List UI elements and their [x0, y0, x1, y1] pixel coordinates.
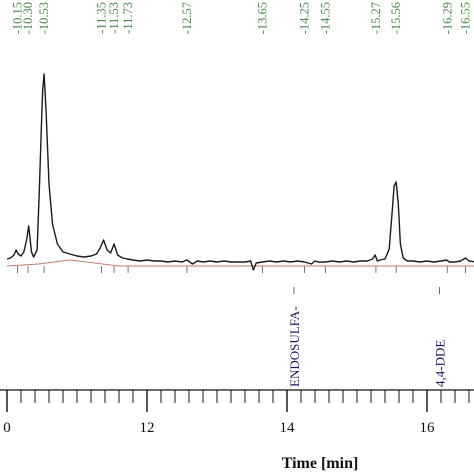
x-axis-tick-label: 12 — [140, 420, 155, 436]
retention-time-label: -11.53 — [107, 2, 121, 34]
retention-time-label: -10.30 — [21, 2, 35, 34]
compound-labels: ENDOSULFA- 4,4-DDE — [287, 287, 448, 387]
compound-label: 4,4-DDE — [433, 340, 448, 387]
x-axis-tick-label: 14 — [280, 420, 296, 436]
baseline-segment — [6, 263, 39, 267]
chromatogram-trace — [6, 73, 474, 271]
retention-time-label: -16.29 — [440, 2, 454, 34]
retention-time-label: -12.57 — [180, 2, 194, 34]
retention-time-label: -15.27 — [369, 2, 383, 34]
retention-time-label: -11.73 — [121, 2, 135, 34]
retention-time-label: -11.35 — [95, 2, 109, 34]
retention-time-label: -10.53 — [37, 2, 51, 34]
compound-label: ENDOSULFA- — [287, 306, 302, 387]
x-axis-tick-label: 16 — [420, 420, 436, 436]
baseline-segments — [6, 259, 474, 267]
x-axis-title: Time [min] — [282, 455, 359, 472]
baseline-segment — [69, 259, 120, 267]
retention-time-label: -13.65 — [256, 2, 270, 34]
retention-time-label: -10.15 — [11, 2, 25, 34]
retention-time-labels: -10.15-10.30 -10.53 -11.35-11.53 -11.73 -12.… — [11, 2, 473, 34]
retention-time-tick-marks — [17, 266, 466, 273]
retention-time-label: -15.56 — [389, 2, 403, 34]
retention-time-label: -16.55 — [459, 2, 473, 34]
retention-time-label: -14.55 — [319, 2, 333, 34]
x-axis-tick-labels: 0 12 14 16 — [3, 420, 435, 436]
baseline-segment — [38, 259, 71, 265]
retention-time-label: -14.25 — [298, 2, 312, 34]
x-axis-tick-label: 0 — [3, 420, 11, 436]
x-axis-minor-ticks — [6, 390, 470, 412]
